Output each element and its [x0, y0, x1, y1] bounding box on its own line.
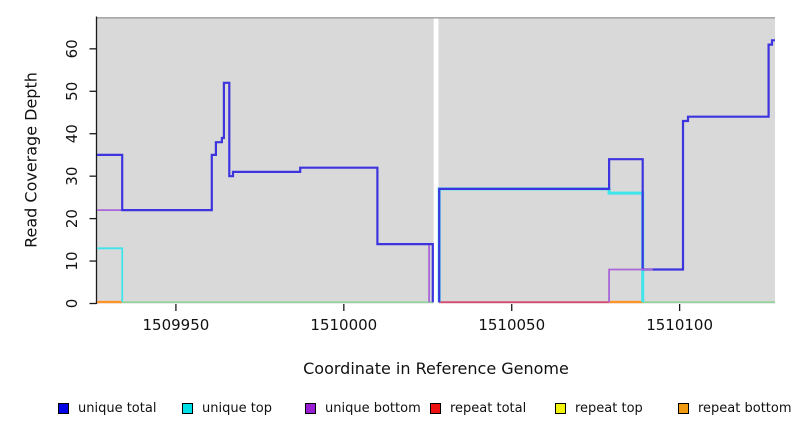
- legend-swatch-icon: [305, 402, 316, 414]
- y-tick-label: 40: [63, 124, 81, 143]
- legend-item-unique-top: unique top: [182, 400, 273, 416]
- legend-item-repeat-bottom: repeat bottom: [678, 400, 792, 416]
- legend-swatch-icon: [555, 402, 566, 414]
- legend: unique total unique top unique bottom repea…: [0, 401, 792, 423]
- legend-label: unique top: [202, 400, 273, 416]
- legend-swatch-icon: [678, 402, 689, 414]
- series-line-unique-total: [97, 81, 434, 303]
- x-tick-label: 1510000: [310, 316, 377, 334]
- legend-item-unique-total: unique total: [58, 400, 157, 416]
- y-tick-label: 0: [63, 299, 81, 309]
- x-tick-label: 1510100: [646, 316, 713, 334]
- legend-label: unique total: [78, 400, 157, 416]
- series-line-unique-top: [97, 247, 124, 303]
- legend-swatch-icon: [430, 402, 441, 414]
- series-line-unique-bottom: [608, 268, 653, 303]
- legend-label: unique bottom: [325, 400, 421, 416]
- series-line-unique-total: [438, 39, 775, 303]
- legend-item-repeat-top: repeat top: [555, 400, 643, 416]
- legend-swatch-icon: [58, 402, 69, 414]
- x-axis-title: Coordinate in Reference Genome: [303, 359, 569, 378]
- x-tick-label: 1509950: [143, 316, 210, 334]
- x-tick-label: 1510050: [478, 316, 545, 334]
- y-tick-label: 20: [63, 209, 81, 228]
- y-axis-title: Read Coverage Depth: [21, 72, 41, 248]
- legend-label: repeat top: [575, 400, 643, 416]
- legend-item-repeat-total: repeat total: [430, 400, 527, 416]
- coverage-gap-band: [433, 18, 439, 304]
- legend-swatch-icon: [182, 402, 193, 414]
- y-tick-label: 10: [63, 252, 81, 271]
- y-tick-label: 50: [63, 82, 81, 101]
- y-tick-label: 30: [63, 167, 81, 186]
- legend-item-unique-bottom: unique bottom: [305, 400, 421, 416]
- legend-label: repeat bottom: [698, 400, 792, 416]
- y-tick-label: 60: [63, 39, 81, 58]
- legend-label: repeat total: [450, 400, 527, 416]
